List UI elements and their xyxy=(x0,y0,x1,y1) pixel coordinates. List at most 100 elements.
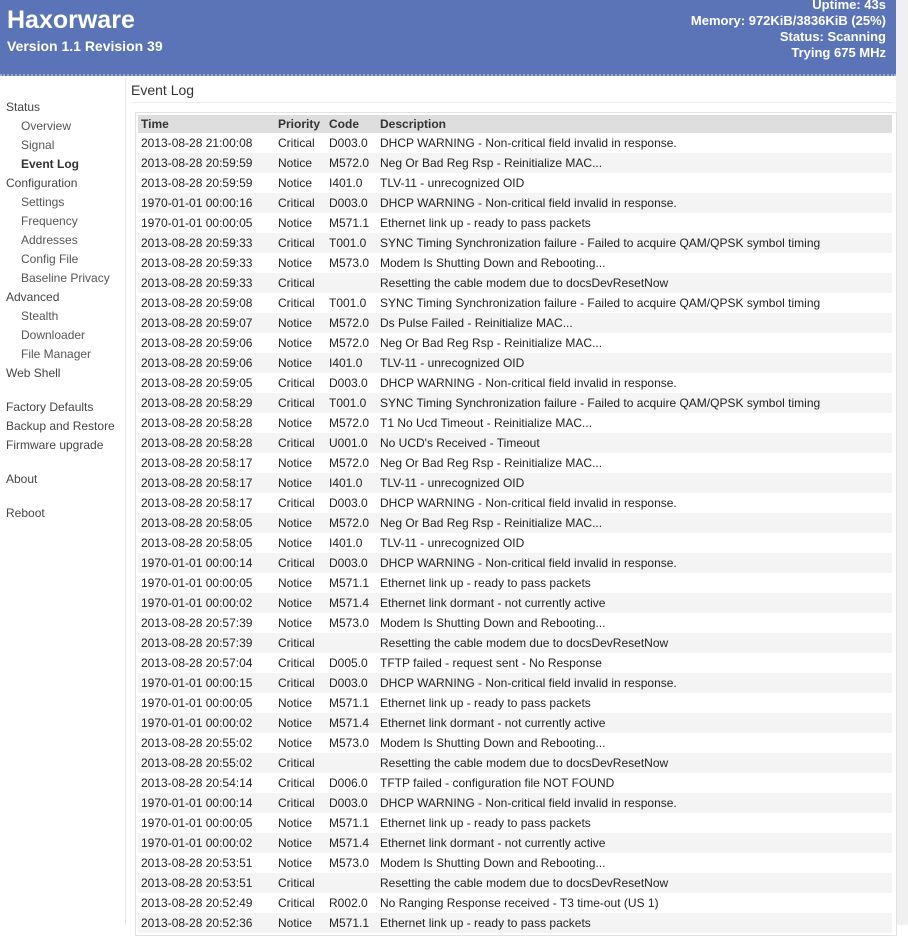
sidebar-item-configuration[interactable]: Configuration xyxy=(6,176,78,190)
cell-code: M573.0 xyxy=(329,856,370,870)
cell-description: Neg Or Bad Reg Rsp - Reinitialize MAC... xyxy=(380,456,603,470)
cell-priority: Critical xyxy=(275,273,326,293)
cell-priority: Notice xyxy=(275,313,326,333)
cell-time: 2013-08-28 20:55:02 xyxy=(141,736,253,750)
sidebar-item-signal[interactable]: Signal xyxy=(21,138,55,152)
cell-description: Resetting the cable modem due to docsDev… xyxy=(377,633,892,653)
sidebar-item-addresses[interactable]: Addresses xyxy=(21,233,78,247)
cell-description: SYNC Timing Synchronization failure - Fa… xyxy=(380,296,821,310)
cell-code: I401.0 xyxy=(329,536,363,550)
cell-priority: Notice xyxy=(275,513,326,533)
sidebar-item-downloader[interactable]: Downloader xyxy=(21,328,86,342)
spacer xyxy=(6,455,124,470)
cell-priority: Critical xyxy=(275,193,326,213)
cell-code: D003.0 xyxy=(329,376,368,390)
sidebar: Status Overview Signal Event Log Configurati… xyxy=(6,98,124,523)
cell-priority: Notice xyxy=(275,353,326,373)
sidebar-item-config-file[interactable]: Config File xyxy=(21,252,79,266)
cell-description: DHCP WARNING - Non-critical field invali… xyxy=(380,496,677,510)
cell-code: M573.0 xyxy=(329,736,370,750)
table-row: 1970-01-01 00:00:02 Notice M571.4 Ethernet … xyxy=(138,593,892,613)
sidebar-item-baseline-privacy[interactable]: Baseline Privacy xyxy=(21,271,110,285)
cell-description: TLV-11 - unrecognized OID xyxy=(380,176,525,190)
cell-time: 1970-01-01 00:00:02 xyxy=(138,593,275,613)
sidebar-item-frequency[interactable]: Frequency xyxy=(21,214,78,228)
sidebar-item-about[interactable]: About xyxy=(6,472,38,486)
cell-priority: Critical xyxy=(275,793,326,813)
table-row: 2013-08-28 20:57:39 Notice M573.0 Modem Is … xyxy=(138,613,892,633)
table-row: 2013-08-28 20:53:51 Notice M573.0 Modem Is … xyxy=(138,853,892,873)
cell-priority: Notice xyxy=(275,713,326,733)
cell-time: 2013-08-28 20:52:49 xyxy=(141,896,253,910)
cell-code: D003.0 xyxy=(326,673,377,693)
event-log-table: Time Priority Code Description 2013-08-28 2… xyxy=(138,115,892,933)
spacer xyxy=(6,489,124,504)
cell-time: 1970-01-01 00:00:05 xyxy=(141,216,253,230)
cell-code xyxy=(326,633,377,653)
cell-code: M571.4 xyxy=(326,593,377,613)
table-row: 2013-08-28 20:59:33 Notice M573.0 Modem Is … xyxy=(138,253,892,273)
table-row: 1970-01-01 00:00:05 Notice M571.1 Ethernet … xyxy=(138,573,892,593)
table-row: 2013-08-28 20:53:51 Critical Resetting the… xyxy=(138,873,892,893)
cell-code: R002.0 xyxy=(329,896,368,910)
cell-priority: Critical xyxy=(275,233,326,253)
table-row: 2013-08-28 20:58:05 Notice M572.0 Neg Or Ba… xyxy=(138,513,892,533)
cell-priority: Notice xyxy=(275,593,326,613)
sidebar-item-reboot[interactable]: Reboot xyxy=(6,506,45,520)
cell-code: U001.0 xyxy=(326,433,377,453)
sidebar-item-event-log[interactable]: Event Log xyxy=(21,157,80,171)
cell-priority: Notice xyxy=(278,576,313,590)
table-row: 2013-08-28 20:59:59 Notice I401.0 TLV-11 - … xyxy=(138,173,892,193)
cell-time: 1970-01-01 00:00:05 xyxy=(141,696,253,710)
cell-priority: Notice xyxy=(278,336,313,350)
cell-time: 2013-08-28 21:00:08 xyxy=(141,136,253,150)
sidebar-item-advanced[interactable]: Advanced xyxy=(6,290,60,304)
cell-code xyxy=(326,273,377,293)
cell-description: Modem Is Shutting Down and Rebooting... xyxy=(380,736,606,750)
table-row: 2013-08-28 20:59:33 Critical Resetting the… xyxy=(138,273,892,293)
sidebar-item-status[interactable]: Status xyxy=(6,100,41,114)
cell-priority: Notice xyxy=(275,473,326,493)
table-row: 2013-08-28 20:58:05 Notice I401.0 TLV-11 - … xyxy=(138,533,892,553)
cell-time: 2013-08-28 20:58:05 xyxy=(138,513,275,533)
cell-time: 2013-08-28 20:54:14 xyxy=(141,776,253,790)
column-header-priority: Priority xyxy=(275,115,326,133)
cell-time: 2013-08-28 20:57:39 xyxy=(141,616,253,630)
column-header-time: Time xyxy=(138,115,275,133)
cell-time: 1970-01-01 00:00:05 xyxy=(141,576,253,590)
cell-code: M572.0 xyxy=(326,153,377,173)
sidebar-item-overview[interactable]: Overview xyxy=(21,119,72,133)
cell-description: Ethernet link up - ready to pass packets xyxy=(377,913,892,933)
sidebar-item-backup-and-restore[interactable]: Backup and Restore xyxy=(6,419,115,433)
table-row: 1970-01-01 00:00:05 Notice M571.1 Ethernet … xyxy=(138,693,892,713)
cell-priority: Notice xyxy=(278,176,313,190)
scrollbar[interactable] xyxy=(896,0,908,925)
table-row: 2013-08-28 20:55:02 Critical Resetting the… xyxy=(138,753,892,773)
cell-description: Neg Or Bad Reg Rsp - Reinitialize MAC... xyxy=(377,153,892,173)
cell-description: Modem Is Shutting Down and Rebooting... xyxy=(380,856,606,870)
cell-code: M571.4 xyxy=(326,833,377,853)
divider xyxy=(131,102,893,103)
cell-description: DHCP WARNING - Non-critical field invali… xyxy=(377,553,892,573)
sidebar-item-stealth[interactable]: Stealth xyxy=(21,309,59,323)
sidebar-item-web-shell[interactable]: Web Shell xyxy=(6,366,61,380)
cell-priority: Notice xyxy=(278,816,313,830)
cell-priority: Notice xyxy=(278,256,313,270)
trying-frequency: Trying 675 MHz xyxy=(791,45,886,60)
cell-time: 2013-08-28 20:58:28 xyxy=(138,433,275,453)
cell-code: I401.0 xyxy=(326,473,377,493)
sidebar-item-factory-defaults[interactable]: Factory Defaults xyxy=(6,400,94,414)
table-row: 2013-08-28 20:54:14 Critical D006.0 TFTP fa… xyxy=(138,773,892,793)
sidebar-item-settings[interactable]: Settings xyxy=(21,195,65,209)
cell-priority: Critical xyxy=(278,656,315,670)
cell-priority: Critical xyxy=(275,433,326,453)
cell-time: 2013-08-28 20:57:04 xyxy=(141,656,253,670)
cell-description: SYNC Timing Synchronization failure - Fa… xyxy=(377,393,892,413)
cell-description: Ethernet link up - ready to pass packets xyxy=(380,816,591,830)
cell-time: 2013-08-28 20:53:51 xyxy=(138,873,275,893)
header: Haxorware Version 1.1 Revision 39 Uptime… xyxy=(0,0,896,76)
sidebar-item-firmware-upgrade[interactable]: Firmware upgrade xyxy=(6,438,104,452)
cell-priority: Notice xyxy=(278,536,313,550)
sidebar-item-file-manager[interactable]: File Manager xyxy=(21,347,92,361)
cell-priority: Notice xyxy=(275,153,326,173)
